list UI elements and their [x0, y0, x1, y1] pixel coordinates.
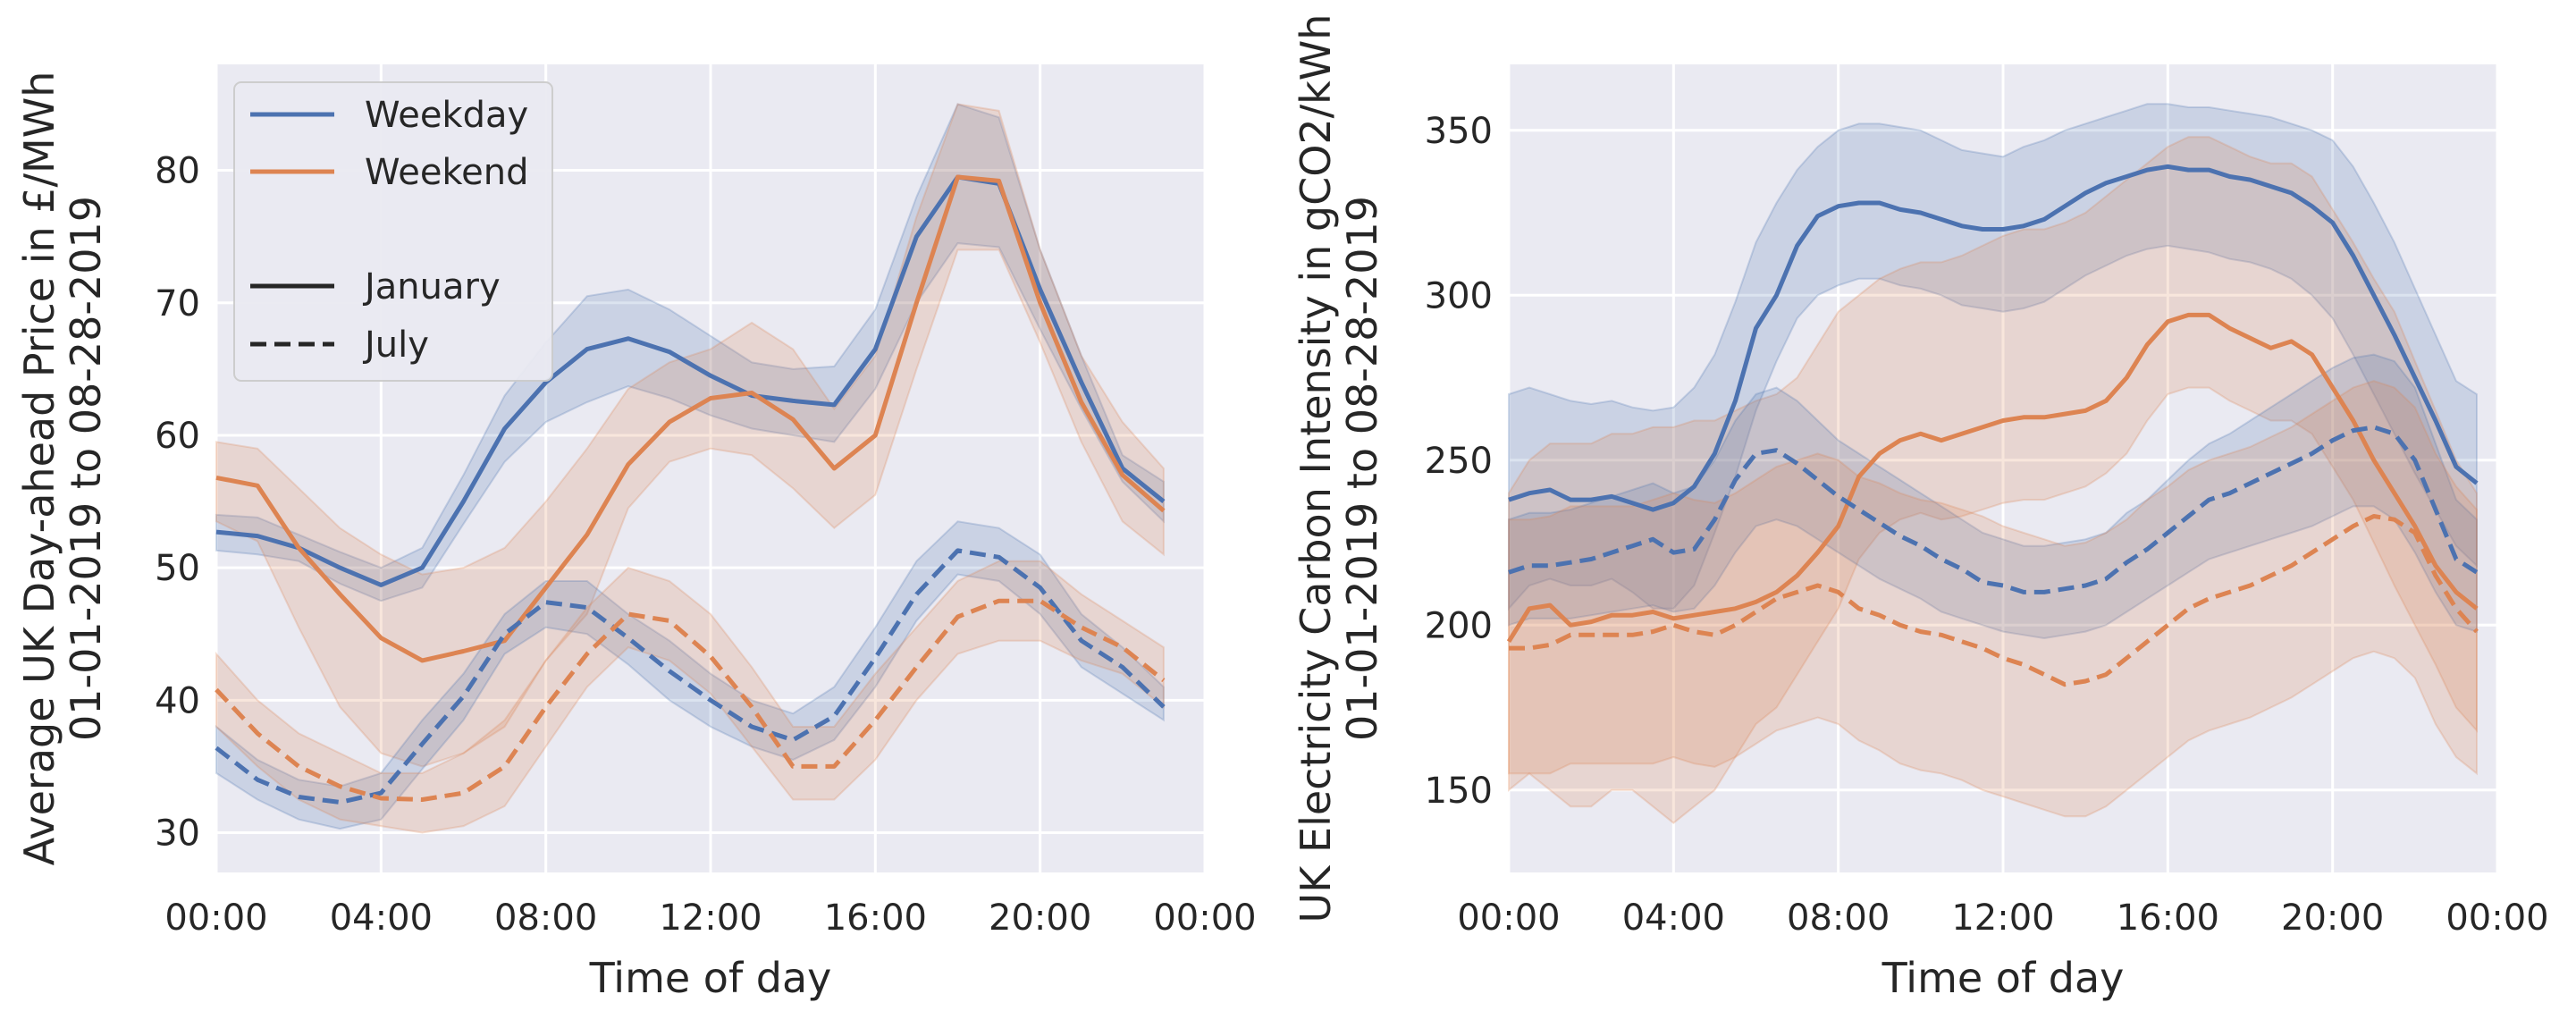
carbon-x-axis-label: Time of day [1881, 954, 2125, 1002]
price-x-tick-label: 20:00 [989, 897, 1091, 939]
carbon-x-tick-label: 16:00 [2117, 897, 2219, 939]
carbon-y-tick-labels: 150 200 250 300 350 [1425, 111, 1493, 812]
price-y-tick-label: 50 [155, 548, 200, 589]
price-x-tick-label: 00:00 [1153, 897, 1256, 939]
price-y-tick-label: 60 [155, 416, 200, 457]
carbon-y-tick-label: 150 [1425, 771, 1493, 812]
price-x-tick-label: 12:00 [659, 897, 762, 939]
carbon-x-tick-label: 00:00 [1457, 897, 1560, 939]
legend-label-weekday: Weekday [365, 95, 528, 136]
carbon-x-tick-labels: 00:00 04:00 08:00 12:00 16:00 20:00 00:00 [1457, 897, 2548, 939]
price-x-tick-label: 08:00 [494, 897, 597, 939]
carbon-x-tick-label: 12:00 [1951, 897, 2054, 939]
legend-label-january: January [362, 266, 501, 308]
price-y-axis-label-line1: Average UK Day-ahead Price in £/MWh [15, 72, 63, 866]
carbon-line-weekend-january [1506, 312, 2479, 644]
price-x-axis-label: Time of day [589, 954, 832, 1002]
price-y-tick-labels: 30 40 50 60 70 80 [155, 151, 200, 855]
carbon-band-weekend-january [1508, 136, 2478, 824]
price-y-axis-label-line2: 01-01-2019 to 08-28-2019 [62, 196, 110, 741]
carbon-y-tick-label: 350 [1425, 111, 1493, 152]
carbon-y-tick-label: 300 [1425, 275, 1493, 316]
price-line-weekend-july [215, 598, 1166, 802]
price-line-weekend-january [215, 174, 1166, 663]
legend-label-july: July [362, 324, 429, 366]
carbon-y-tick-label: 250 [1425, 441, 1493, 482]
price-x-tick-label: 16:00 [824, 897, 927, 939]
price-x-tick-label: 00:00 [164, 897, 267, 939]
carbon-line-weekday-july [1508, 425, 2479, 594]
price-chart: 00:00 04:00 08:00 12:00 16:00 20:00 00:00 30 40… [15, 64, 1257, 1002]
carbon-y-axis-label-line1: UK Electricity Carbon Intensity in gCO2/… [1292, 14, 1340, 923]
carbon-series-lines [1506, 164, 2479, 687]
price-x-tick-labels: 00:00 04:00 08:00 12:00 16:00 20:00 00:00 [164, 897, 1256, 939]
carbon-y-tick-label: 200 [1425, 605, 1493, 646]
price-series-lines [215, 174, 1166, 805]
legend-label-weekend: Weekend [365, 152, 529, 193]
price-y-tick-label: 30 [155, 813, 200, 855]
carbon-line-weekday-january [1508, 164, 2479, 512]
carbon-chart: 00:00 04:00 08:00 12:00 16:00 20:00 00:00 150 2… [1292, 14, 2549, 1002]
carbon-line-weekend-july [1509, 514, 2479, 687]
carbon-grid [1507, 64, 2499, 872]
carbon-y-axis-label-line2: 01-01-2019 to 08-28-2019 [1338, 196, 1386, 741]
price-x-tick-label: 04:00 [330, 897, 433, 939]
price-y-tick-label: 70 [155, 283, 200, 324]
price-y-tick-label: 80 [155, 151, 200, 192]
carbon-band-weekday-january [1508, 103, 2478, 611]
price-band-weekday-july [215, 520, 1165, 830]
legend-box [233, 81, 553, 382]
legend: Weekday Weekend January July [233, 81, 553, 382]
carbon-x-tick-label: 08:00 [1787, 897, 1890, 939]
carbon-x-tick-label: 20:00 [2281, 897, 2384, 939]
price-y-tick-label: 40 [155, 680, 200, 721]
carbon-x-tick-label: 00:00 [2446, 897, 2548, 939]
carbon-x-tick-label: 04:00 [1622, 897, 1725, 939]
